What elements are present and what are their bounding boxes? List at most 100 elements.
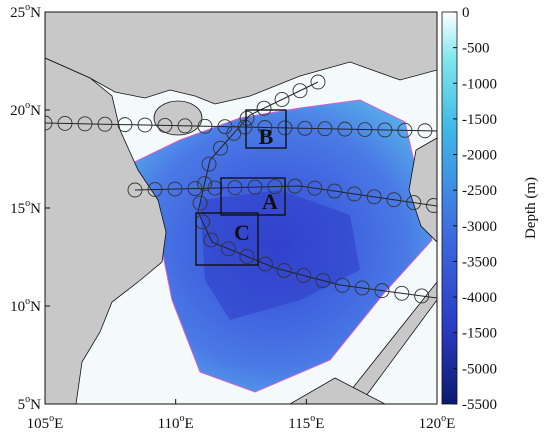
track-point <box>274 92 290 107</box>
track-point <box>357 122 373 137</box>
tick-number: 120 <box>419 416 442 432</box>
track-point <box>334 277 350 293</box>
tick-number: 5 <box>18 397 26 413</box>
tick-label: 120oE <box>419 413 456 432</box>
land-luzon <box>408 137 437 243</box>
track-point <box>287 178 303 194</box>
track-point <box>239 110 255 126</box>
colorbar <box>441 11 458 405</box>
colorbar-tick-label: -3000 <box>462 219 497 235</box>
track-point <box>310 74 326 90</box>
track-line <box>197 81 437 299</box>
track-point <box>77 116 93 132</box>
track-point <box>276 262 292 278</box>
tick-degree: o <box>441 413 446 424</box>
track-point <box>354 280 370 296</box>
track-point <box>414 288 430 304</box>
colorbar-tick-label: -1500 <box>462 112 497 128</box>
colorbar-tick-label: -5500 <box>462 397 497 413</box>
track-point <box>197 176 213 192</box>
tick-hemisphere: N <box>30 201 41 217</box>
colorbar-tick-label: -2500 <box>462 183 497 199</box>
box-b <box>245 109 287 149</box>
colorbar-tick-label: -5000 <box>462 361 497 377</box>
track-point <box>366 189 382 205</box>
tick-label: 110oE <box>158 413 194 432</box>
track-point <box>167 181 183 197</box>
track-point <box>239 248 255 264</box>
tick-degree: o <box>25 394 30 405</box>
tick-number: 115 <box>288 416 310 432</box>
track-point <box>346 186 362 202</box>
track-point <box>197 118 213 134</box>
land-indochina <box>45 57 167 404</box>
tick-degree: o <box>310 413 315 424</box>
map-area <box>45 12 437 404</box>
box-label: B <box>259 124 274 149</box>
colorbar-tick-label: -4000 <box>462 290 497 306</box>
track-point <box>257 120 273 135</box>
track-point <box>426 198 437 213</box>
box-a <box>220 177 286 216</box>
track-point <box>137 117 153 133</box>
tick-number: 15 <box>10 201 25 217</box>
tick-degree: o <box>25 2 30 13</box>
track-point <box>327 183 343 199</box>
track-point <box>307 180 323 196</box>
colorbar-label: Depth (m) <box>523 177 539 239</box>
tick-degree: o <box>180 413 185 424</box>
tick-degree: o <box>25 198 30 209</box>
track-point <box>296 268 312 283</box>
track-line <box>134 185 437 207</box>
tick-hemisphere: E <box>54 416 63 432</box>
colorbar-tick-label: -1500 <box>462 326 497 342</box>
tick-hemisphere: E <box>446 416 455 432</box>
tick-number: 10 <box>10 299 25 315</box>
track-point <box>226 125 242 141</box>
tracks <box>45 74 437 304</box>
colorbar-tick-label: -500 <box>462 41 490 57</box>
track-point <box>292 83 308 99</box>
track-point <box>207 180 223 196</box>
tick-number: 20 <box>10 103 25 119</box>
deep-core <box>200 190 360 320</box>
track-point <box>127 182 143 198</box>
track-point <box>417 123 433 139</box>
tick-hemisphere: E <box>185 416 194 432</box>
colorbar-tick-label: -2000 <box>462 148 497 164</box>
tick-label: 20oN <box>10 100 41 119</box>
tick-hemisphere: N <box>30 299 41 315</box>
track-point <box>117 117 133 133</box>
tick-hemisphere: N <box>30 5 41 21</box>
track-point <box>45 115 53 131</box>
tick-number: 25 <box>10 5 25 21</box>
track-point <box>177 118 193 134</box>
tick-label: 105oE <box>27 413 64 432</box>
track-point <box>220 241 236 257</box>
tick-label: 10oN <box>10 296 41 315</box>
track-point <box>315 273 331 288</box>
track-point <box>377 122 393 138</box>
track-point <box>147 182 163 197</box>
tick-number: 110 <box>158 416 180 432</box>
box-label: C <box>234 220 250 245</box>
track-point <box>397 122 413 138</box>
tick-degree: o <box>25 100 30 111</box>
track-point <box>406 195 422 211</box>
tick-label: 15oN <box>10 198 41 217</box>
track-point <box>317 121 333 137</box>
land-china <box>45 12 437 105</box>
box-label: A <box>262 189 278 214</box>
track-point <box>213 140 228 156</box>
track-point <box>192 195 208 211</box>
land-borneo <box>289 377 386 404</box>
track-point <box>256 100 272 116</box>
track-point <box>394 285 410 301</box>
track-point <box>386 192 402 208</box>
track-point <box>187 181 203 196</box>
land-palawan <box>339 281 437 404</box>
tick-number: 105 <box>27 416 50 432</box>
colorbar-tick-label: -3500 <box>462 254 497 270</box>
track-point <box>157 117 173 133</box>
track-point <box>277 120 293 136</box>
